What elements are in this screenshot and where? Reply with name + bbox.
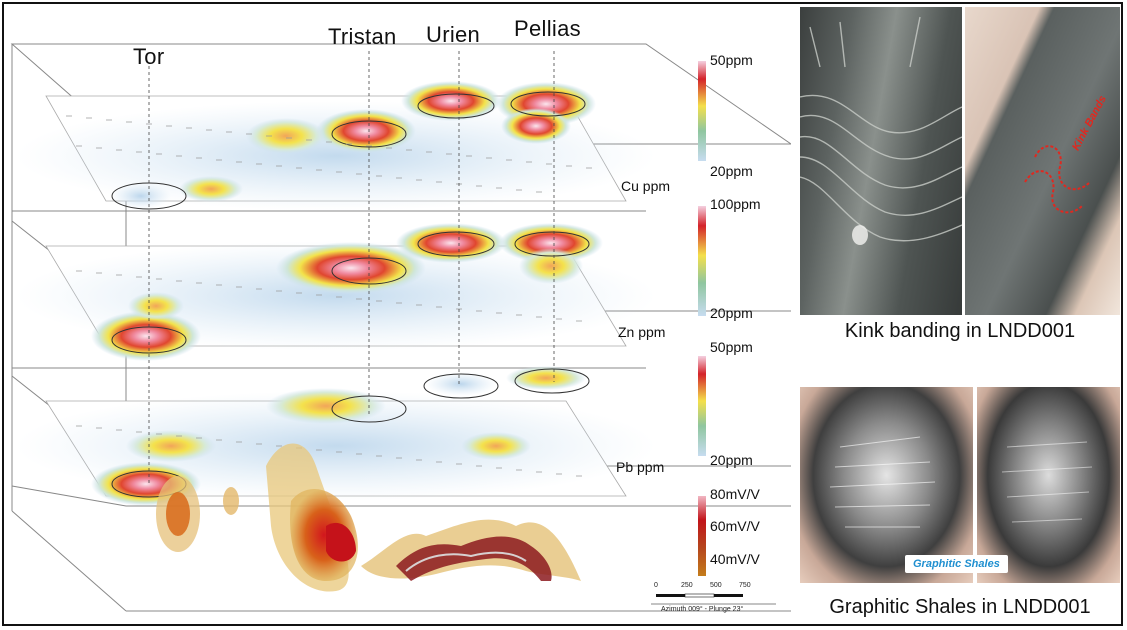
pb-layer-surface (16, 366, 656, 506)
kink-photo-right: Kink Bands (965, 7, 1120, 315)
pb-colorbar (698, 356, 706, 456)
graphitic-photo-left (800, 387, 973, 583)
pb-legend-min: 20ppm (710, 452, 753, 468)
scale-tick-500: 500 (710, 582, 722, 589)
graphitic-shales-badge: Graphitic Shales (905, 555, 1008, 573)
kink-photo-left (800, 7, 962, 315)
prospect-label-tristan: Tristan (328, 24, 397, 49)
zn-legend-max: 100ppm (710, 196, 761, 212)
ip-bodies (156, 443, 581, 592)
cu-layer-label: Cu ppm (621, 178, 671, 194)
pb-layer-label: Pb ppm (616, 459, 665, 475)
zn-layer-label: Zn ppm (618, 324, 666, 340)
graphitic-texture-right (1001, 441, 1093, 523)
prospect-label-urien: Urien (426, 22, 481, 47)
scale-tick-750: 750 (739, 582, 751, 589)
cu-legend-max: 50ppm (710, 52, 753, 68)
ip-legend-high: 80mV/V (710, 486, 760, 502)
kink-bands-overlay (1024, 145, 1091, 214)
sample-points (66, 115, 592, 477)
block-diagram (10, 43, 791, 612)
prospect-label-tor: Tor (133, 44, 165, 69)
ip-legend-mid: 60mV/V (710, 518, 760, 534)
cu-colorbar (698, 61, 706, 161)
scale-orientation: Azimuth 009° - Plunge 23° (661, 606, 744, 613)
prospect-lines (148, 51, 555, 486)
pb-legend-max: 50ppm (710, 339, 753, 355)
geochem-3d-block: Tor Tristan Urien Pellias Cu ppm Zn ppm … (6, 6, 791, 624)
ip-colorbar (698, 496, 706, 576)
zn-colorbar (698, 206, 706, 316)
graphitic-photo-right (977, 387, 1120, 583)
scale-tick-0: 0 (654, 582, 658, 589)
scale-tick-250: 250 (681, 582, 693, 589)
graphitic-caption: Graphitic Shales in LNDD001 (829, 596, 1091, 618)
cu-legend-min: 20ppm (710, 163, 753, 179)
zn-legend-min: 20ppm (710, 305, 753, 321)
graphitic-texture-left (829, 436, 936, 528)
zn-layer-surface (16, 223, 656, 361)
prospect-label-pellias: Pellias (514, 16, 581, 41)
kink-banding-texture (800, 16, 962, 245)
kink-caption: Kink banding in LNDD001 (844, 320, 1076, 342)
scale-bar (651, 593, 776, 605)
cu-layer-surface (16, 81, 656, 211)
ip-legend-low: 40mV/V (710, 551, 760, 567)
